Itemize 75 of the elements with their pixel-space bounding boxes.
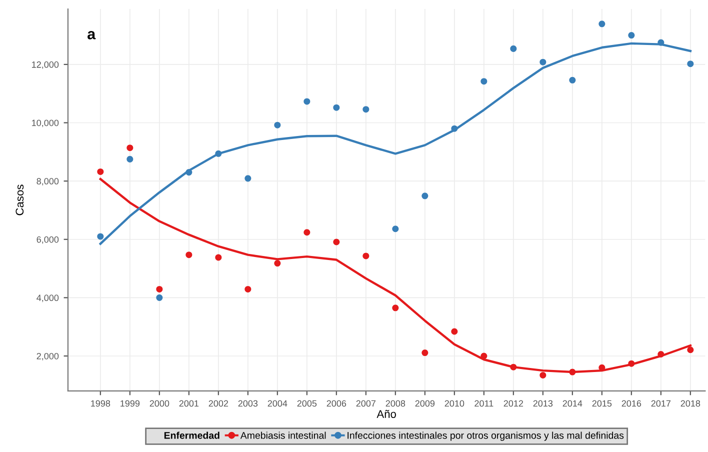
point [244, 286, 252, 292]
y-tick-label: 12,000 [32, 61, 59, 69]
x-tick-label: 2002 [208, 400, 228, 407]
point [658, 39, 664, 46]
point [304, 229, 310, 236]
y-axis-title: Casos [16, 184, 24, 216]
point [628, 360, 635, 367]
point [126, 156, 134, 162]
legend-title: Enfermedad [164, 432, 220, 439]
point [186, 169, 192, 176]
point [422, 192, 428, 200]
point [687, 346, 694, 354]
x-tick-label: 2007 [356, 400, 376, 407]
x-tick-label: 2003 [238, 400, 258, 407]
x-tick-label: 2010 [444, 400, 464, 407]
point [540, 372, 546, 378]
x-tick-label: 2017 [651, 400, 671, 407]
x-tick-label: 2008 [386, 400, 406, 407]
x-tick-label: 2013 [533, 400, 553, 407]
point [362, 252, 370, 260]
point [304, 98, 310, 105]
point [126, 144, 134, 152]
legend-label: Infecciones intestinales por otros organismos y las mal definidas [348, 432, 624, 441]
point [333, 104, 340, 111]
x-tick-label: 2018 [680, 400, 700, 407]
point [451, 328, 458, 335]
x-axis-title: Año [376, 410, 396, 418]
point [687, 60, 694, 68]
x-tick-label: 2015 [592, 400, 612, 407]
x-tick-label: 2005 [297, 400, 317, 407]
point [510, 364, 517, 370]
y-tick-label: 4,000 [36, 294, 59, 302]
point [244, 175, 252, 182]
y-tick-label: 10,000 [32, 120, 59, 128]
x-tick-label: 2006 [326, 400, 346, 407]
point [215, 254, 222, 261]
x-tick-label: 1998 [91, 400, 110, 407]
x-tick-label: 1999 [120, 400, 140, 407]
y-tick-label: 8,000 [36, 178, 59, 186]
point [598, 20, 606, 28]
point [333, 238, 340, 246]
x-tick-label: 2012 [504, 400, 524, 407]
point [451, 125, 458, 132]
x-tick-label: 2014 [562, 400, 582, 407]
point [628, 32, 635, 39]
x-tick-label: 2001 [179, 400, 199, 407]
point [510, 45, 517, 52]
point [392, 304, 399, 312]
point [569, 76, 576, 84]
point [215, 150, 222, 157]
point [540, 58, 546, 66]
point [97, 233, 104, 240]
point [569, 368, 576, 376]
point [392, 226, 399, 232]
legend-label: Amebiasis intestinal [240, 432, 326, 439]
x-tick-label: 2004 [268, 400, 288, 407]
x-tick-label: 2011 [474, 400, 494, 407]
point [156, 286, 163, 292]
point [480, 352, 488, 360]
point [186, 252, 192, 258]
x-tick-label: 2016 [622, 400, 642, 407]
point [274, 122, 281, 128]
point [97, 168, 104, 175]
y-tick-label: 6,000 [36, 236, 59, 244]
point [658, 350, 664, 358]
x-tick-label: 2009 [415, 400, 435, 407]
point [274, 260, 281, 267]
point [480, 78, 488, 85]
point [362, 106, 370, 113]
text: a [88, 30, 96, 40]
point [598, 364, 606, 371]
point [156, 294, 163, 301]
point [422, 350, 428, 356]
x-tick-label: 2000 [150, 400, 170, 407]
y-tick-label: 2,000 [36, 352, 59, 360]
